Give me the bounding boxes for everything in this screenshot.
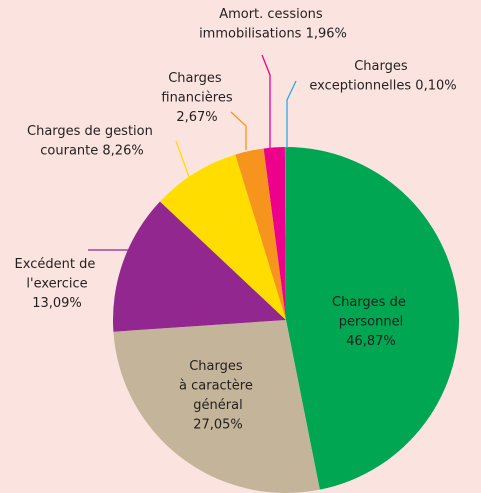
slice-label: Charges de gestion courante 8,26% [27, 124, 157, 159]
value-label: 2,67% [176, 110, 217, 125]
value-label: 1,96% [306, 27, 347, 42]
label-line: financières [161, 91, 232, 106]
label-line: Excédent de [15, 257, 100, 272]
label-line: Charges de gestion [27, 124, 157, 139]
label-line: Charges de [332, 295, 410, 310]
slice-label: Amort. cessions immobilisations 1,96% [199, 7, 347, 42]
label-line: à caractère [179, 379, 257, 394]
label-line: immobilisations [199, 27, 302, 42]
leader-line [286, 80, 297, 148]
value-label: 13,09% [32, 296, 82, 311]
category-label: Excédent de l'exercice [15, 257, 100, 292]
pie-slice [159, 154, 286, 320]
pie-slice [263, 147, 286, 320]
category-label: Charges financières [161, 71, 232, 106]
label-line: courante [40, 144, 98, 159]
category-label: Charges exceptionnelles [309, 59, 411, 94]
pie-slice [113, 201, 287, 332]
label-line: Amort. cessions [219, 7, 327, 22]
pie-slice [235, 148, 286, 320]
slice-label: Charges à caractère général 27,05% [179, 359, 257, 433]
label-line: exceptionnelles [309, 79, 411, 94]
value-label: 46,87% [346, 334, 396, 349]
leader-line [175, 140, 190, 178]
category-label: Charges de personnel [332, 295, 410, 330]
slice-label: Charges exceptionnelles 0,10% [309, 59, 456, 94]
label-line: Charges [354, 59, 412, 74]
pie-slice [286, 147, 460, 490]
slice-label: Excédent de l'exercice 13,09% [15, 257, 100, 311]
label-line: Charges [189, 359, 247, 374]
category-label: Charges à caractère général [179, 359, 257, 413]
label-line: Charges [168, 71, 226, 86]
label-line: personnel [339, 315, 403, 330]
slice-label: Charges financières 2,67% [161, 71, 232, 125]
value-label: 8,26% [102, 144, 143, 159]
category-label: Amort. cessions immobilisations [199, 7, 327, 42]
label-line: l'exercice [26, 277, 87, 292]
value-label: 27,05% [193, 418, 243, 433]
pie-slice [284, 147, 286, 320]
category-label: Charges de gestion courante [27, 124, 157, 159]
label-line: général [193, 398, 242, 413]
slice-label: Charges de personnel 46,87% [332, 295, 410, 349]
leader-line [261, 54, 271, 150]
pie-slice [113, 320, 320, 493]
value-label: 0,10% [415, 79, 456, 94]
leader-line [230, 111, 247, 150]
